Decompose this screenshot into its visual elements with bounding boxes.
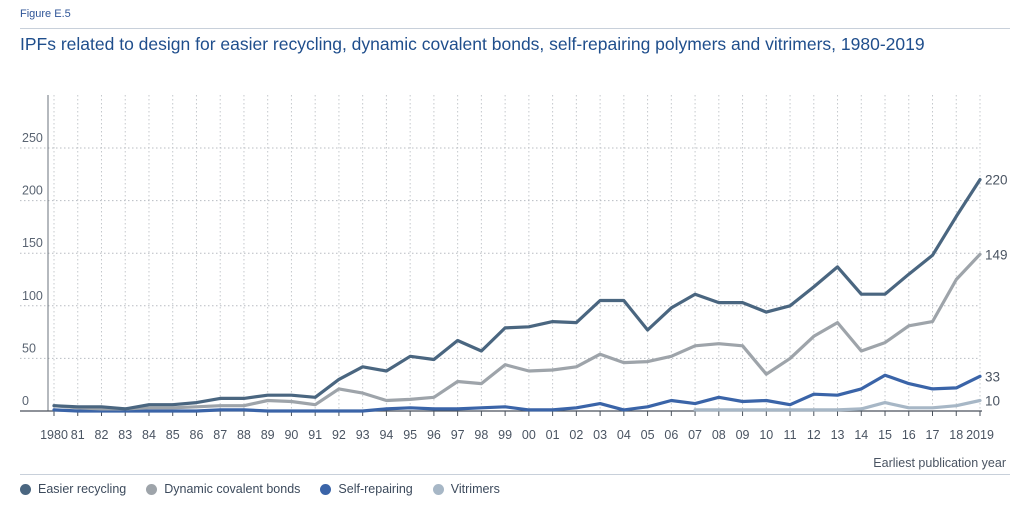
bottom-rule: [20, 474, 1010, 475]
x-tick-label: 2019: [966, 428, 994, 442]
x-tick-label: 10: [759, 428, 773, 442]
x-tick-label: 88: [237, 428, 251, 442]
x-tick-label: 92: [332, 428, 346, 442]
x-tick-label: 84: [142, 428, 156, 442]
x-tick-label: 02: [569, 428, 583, 442]
x-tick-label: 81: [71, 428, 85, 442]
x-tick-label: 95: [403, 428, 417, 442]
x-tick-label: 06: [664, 428, 678, 442]
legend-item: Self-repairing: [320, 482, 413, 496]
figure-label: Figure E.5: [20, 8, 71, 20]
end-value-label: 220: [985, 173, 1008, 188]
x-tick-label: 15: [878, 428, 892, 442]
legend-label: Vitrimers: [450, 482, 500, 496]
legend-swatch: [432, 483, 444, 495]
y-tick-label: 0: [22, 394, 29, 408]
x-tick-label: 93: [356, 428, 370, 442]
x-tick-label: 09: [736, 428, 750, 442]
legend-swatch: [146, 483, 158, 495]
x-tick-label: 05: [641, 428, 655, 442]
x-tick-label: 16: [902, 428, 916, 442]
y-tick-label: 50: [22, 341, 36, 355]
x-tick-label: 11: [784, 428, 797, 442]
end-value-label: 33: [985, 369, 1000, 384]
legend-label: Easier recycling: [38, 482, 127, 496]
y-tick-label: 250: [22, 131, 43, 145]
legend-label: Dynamic covalent bonds: [164, 482, 301, 496]
x-tick-label: 90: [284, 428, 298, 442]
legend-item: Easier recycling: [20, 482, 126, 496]
legend-swatch: [320, 483, 332, 495]
x-tick-label: 85: [166, 428, 180, 442]
x-tick-label: 03: [593, 428, 607, 442]
end-value-label: 149: [985, 247, 1008, 262]
y-tick-label: 100: [22, 289, 43, 303]
x-tick-label: 94: [379, 428, 393, 442]
x-tick-label: 89: [261, 428, 275, 442]
x-tick-label: 08: [712, 428, 726, 442]
y-tick-label: 200: [22, 184, 43, 198]
x-tick-label: 82: [95, 428, 109, 442]
x-tick-label: 96: [427, 428, 441, 442]
series-line-self-repairing: [52, 373, 982, 413]
series-line-vitrimers: [693, 398, 982, 412]
legend-label: Self-repairing: [338, 482, 413, 496]
x-tick-label: 91: [308, 428, 322, 442]
x-tick-label: 14: [854, 428, 868, 442]
chart-title: IPFs related to design for easier recycl…: [20, 34, 925, 54]
x-tick-label: 13: [831, 428, 845, 442]
top-rule: [20, 28, 1010, 29]
x-tick-label: 07: [688, 428, 702, 442]
x-tick-label: 12: [807, 428, 821, 442]
x-tick-label: 99: [498, 428, 512, 442]
x-tick-label: 86: [190, 428, 204, 442]
x-tick-label: 00: [522, 428, 536, 442]
end-value-label: 10: [985, 393, 1000, 408]
series-line-dynamic-covalent-bonds: [52, 252, 982, 411]
y-tick-label: 150: [22, 236, 43, 250]
legend-item: Dynamic covalent bonds: [146, 482, 300, 496]
legend-item: Vitrimers: [432, 482, 500, 496]
x-tick-label: 01: [546, 428, 560, 442]
legend-swatch: [20, 483, 31, 495]
x-tick-label: 18: [949, 428, 963, 442]
series-line-easier-recycling: [52, 178, 982, 411]
x-tick-label: 83: [118, 428, 132, 442]
x-axis-title: Earliest publication year: [873, 456, 1006, 470]
x-tick-label: 98: [474, 428, 488, 442]
x-tick-label: 04: [617, 428, 631, 442]
x-tick-label: 97: [451, 428, 465, 442]
legend: Easier recycling Dynamic covalent bonds Se…: [20, 482, 500, 496]
x-tick-label: 1980: [40, 428, 68, 442]
x-tick-label: 17: [926, 428, 940, 442]
x-tick-label: 87: [213, 428, 227, 442]
